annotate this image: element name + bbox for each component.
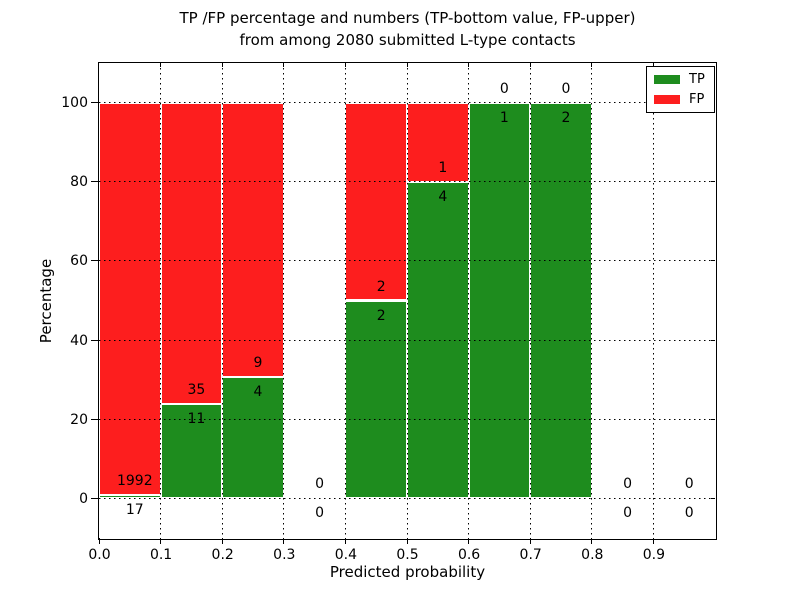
tp-count-label: 0	[623, 505, 633, 522]
x-axis-label: Predicted probability	[329, 563, 486, 581]
tp-count-label: 11	[187, 410, 206, 427]
y-tick-right	[711, 418, 715, 420]
tp-count-label: 0	[315, 505, 325, 522]
y-tick	[91, 102, 98, 104]
fp-count-label: 0	[499, 80, 509, 97]
x-tick-label: 0.1	[149, 547, 173, 563]
x-gridline	[652, 63, 654, 538]
x-gridline	[344, 63, 346, 538]
legend-swatch-fp	[654, 94, 680, 104]
y-tick-right	[711, 181, 715, 183]
x-tick	[652, 538, 654, 544]
legend-row-fp: FP	[654, 93, 707, 106]
legend-label-tp: TP	[689, 72, 705, 88]
x-tick-label: 0.2	[211, 547, 234, 563]
y-tick-label: 0	[79, 490, 88, 507]
fp-count-label: 0	[561, 80, 571, 97]
chart-title: TP /FP percentage and numbers (TP-bottom…	[98, 7, 717, 51]
y-tick	[91, 339, 98, 341]
fp-count-label: 1	[438, 159, 448, 176]
x-gridline	[283, 63, 285, 538]
legend-label-fp: FP	[689, 91, 705, 107]
tp-count-label: 2	[561, 109, 571, 126]
y-tick	[91, 181, 98, 183]
x-tick-label: 0.9	[642, 547, 666, 563]
bar-segment-fp	[160, 102, 223, 404]
y-tick-label: 100	[61, 95, 88, 112]
y-axis-label: Percentage	[37, 258, 55, 344]
x-tick-top	[344, 63, 346, 67]
tp-count-label: 4	[253, 383, 263, 400]
x-tick-label: 0.0	[88, 547, 111, 563]
bar-segment-fp	[99, 102, 161, 496]
x-gridline	[160, 63, 162, 538]
x-gridline	[591, 63, 593, 538]
y-tick-label: 60	[70, 253, 88, 270]
bar-segment-fp	[222, 102, 284, 377]
bar-segment-tp	[530, 102, 592, 499]
fp-count-label: 0	[684, 476, 694, 493]
tp-count-label: 17	[125, 502, 144, 519]
y-tick-right	[711, 260, 715, 262]
x-tick-label: 0.5	[396, 547, 419, 563]
fp-count-label: 35	[187, 381, 206, 398]
x-tick-top	[468, 63, 470, 67]
x-tick-label: 0.6	[457, 547, 481, 563]
x-tick	[283, 538, 285, 544]
chart-title-line2: from among 2080 submitted L-type contact…	[239, 31, 576, 49]
tp-count-label: 2	[376, 307, 386, 324]
y-tick	[91, 497, 98, 499]
y-tick-right	[711, 497, 715, 499]
x-tick	[591, 538, 593, 544]
x-tick	[98, 538, 100, 544]
x-tick-top	[221, 63, 223, 67]
fp-count-label: 1992	[116, 473, 153, 490]
x-gridline	[221, 63, 223, 538]
x-tick-top	[406, 63, 408, 67]
y-tick	[91, 260, 98, 262]
x-tick-top	[529, 63, 531, 67]
x-tick	[160, 538, 162, 544]
y-tick-label: 40	[70, 332, 88, 349]
legend-row-tp: TP	[654, 73, 707, 86]
y-tick-label: 20	[70, 411, 88, 428]
x-tick-top	[160, 63, 162, 67]
bar-segment-fp	[345, 102, 407, 301]
tp-count-label: 4	[438, 188, 448, 205]
plot-area: 1992 17 35 11 9 4 0 0 2 2 1 4 0 1 0 2 0 0 0 0	[91, 62, 717, 544]
x-tick	[221, 538, 223, 544]
x-tick-label: 0.4	[334, 547, 358, 563]
legend: TP FP	[646, 66, 715, 113]
x-tick	[529, 538, 531, 544]
x-tick	[344, 538, 346, 544]
x-tick-top	[591, 63, 593, 67]
x-tick-label: 0.3	[273, 547, 296, 563]
fp-count-label: 2	[376, 278, 386, 295]
x-tick	[468, 538, 470, 544]
x-gridline	[406, 63, 408, 538]
fp-count-label: 0	[623, 476, 633, 493]
y-tick-right	[711, 339, 715, 341]
y-tick-label: 80	[70, 174, 88, 191]
x-tick-label: 0.7	[519, 547, 542, 563]
tp-count-label: 1	[499, 109, 509, 126]
x-tick	[406, 538, 408, 544]
x-tick-top	[283, 63, 285, 67]
x-tick-top	[652, 63, 654, 67]
x-tick-label: 0.8	[581, 547, 604, 563]
chart-title-line1: TP /FP percentage and numbers (TP-bottom…	[179, 9, 636, 27]
bar-segment-tp	[345, 300, 407, 499]
fp-count-label: 9	[253, 354, 263, 371]
fp-count-label: 0	[315, 476, 325, 493]
y-tick	[91, 418, 98, 420]
tp-count-label: 0	[684, 505, 694, 522]
bar-segment-tp	[468, 102, 531, 499]
legend-swatch-tp	[654, 75, 680, 85]
x-gridline	[468, 63, 470, 538]
x-gridline	[529, 63, 531, 538]
